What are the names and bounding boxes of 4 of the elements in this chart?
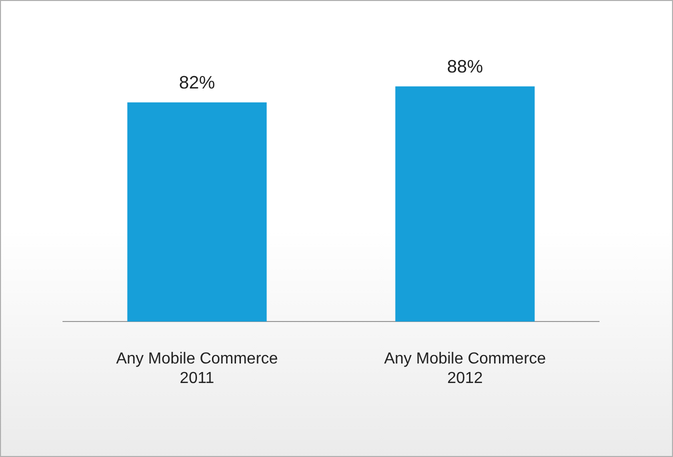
x-tick-label: Any Mobile Commerce 2012	[384, 350, 546, 387]
x-tick-label: Any Mobile Commerce 2011	[116, 350, 278, 387]
data-label: 88%	[446, 56, 484, 76]
data-label: 82%	[178, 72, 216, 92]
